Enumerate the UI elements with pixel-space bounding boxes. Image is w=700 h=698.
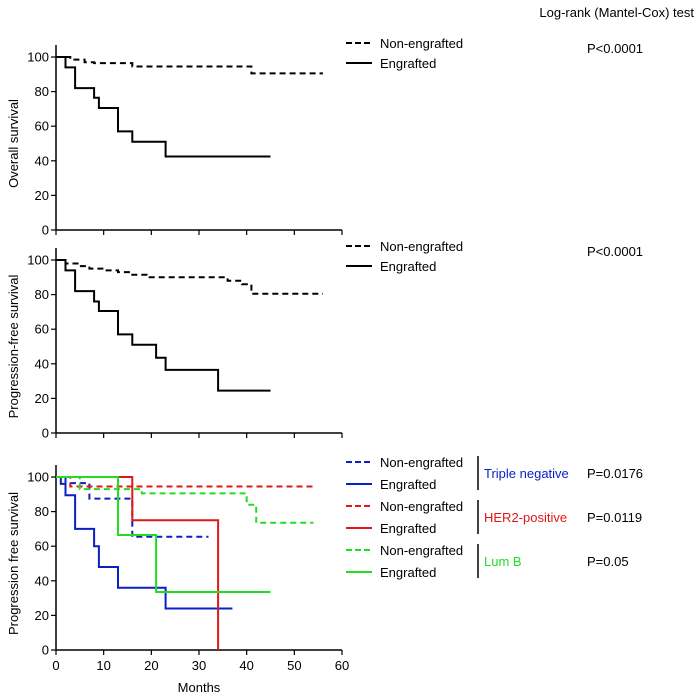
legend-label: Engrafted bbox=[380, 565, 436, 580]
y-axis-label: Overall survival bbox=[6, 99, 21, 188]
y-tick-label: 80 bbox=[35, 287, 49, 302]
group-label: HER2-positive bbox=[484, 510, 567, 525]
series-line-3 bbox=[56, 476, 314, 488]
y-tick-label: 0 bbox=[42, 426, 49, 441]
group-p-value: P=0.05 bbox=[587, 554, 629, 569]
y-axis-label: Progression-free survival bbox=[6, 275, 21, 419]
y-tick-label: 100 bbox=[27, 50, 49, 65]
legend-label: Non-engrafted bbox=[380, 239, 463, 254]
y-tick-label: 80 bbox=[35, 504, 49, 519]
y-tick-label: 20 bbox=[35, 391, 49, 406]
y-tick-label: 100 bbox=[27, 470, 49, 485]
group-label: Triple negative bbox=[484, 466, 569, 481]
x-axis-label: Months bbox=[178, 680, 221, 695]
legend-label: Engrafted bbox=[380, 521, 436, 536]
p-value: P<0.0001 bbox=[587, 244, 643, 259]
group-label: Lum B bbox=[484, 554, 522, 569]
y-tick-label: 60 bbox=[35, 119, 49, 134]
y-tick-label: 80 bbox=[35, 84, 49, 99]
series-line-4 bbox=[56, 476, 220, 650]
y-tick-label: 40 bbox=[35, 153, 49, 168]
x-tick-label: 20 bbox=[144, 658, 158, 673]
series-line-1 bbox=[56, 56, 323, 75]
y-tick-label: 20 bbox=[35, 608, 49, 623]
series-line-6 bbox=[56, 476, 271, 593]
x-tick-label: 0 bbox=[52, 658, 59, 673]
x-tick-label: 50 bbox=[287, 658, 301, 673]
test-header: Log-rank (Mantel-Cox) test bbox=[539, 5, 694, 20]
x-tick-label: 30 bbox=[192, 658, 206, 673]
series-line-5 bbox=[56, 476, 314, 524]
x-tick-label: 60 bbox=[335, 658, 349, 673]
legend-label: Engrafted bbox=[380, 477, 436, 492]
y-axis-label: Progression free survival bbox=[6, 492, 21, 635]
y-tick-label: 60 bbox=[35, 539, 49, 554]
group-p-value: P=0.0176 bbox=[587, 466, 643, 481]
series-line-1 bbox=[56, 476, 209, 538]
y-tick-label: 60 bbox=[35, 322, 49, 337]
legend-label: Non-engrafted bbox=[380, 499, 463, 514]
series-line-2 bbox=[56, 56, 271, 158]
legend-label: Engrafted bbox=[380, 56, 436, 71]
series-line-1 bbox=[56, 259, 323, 295]
p-value: P<0.0001 bbox=[587, 41, 643, 56]
series-line-2 bbox=[56, 259, 271, 392]
legend-label: Non-engrafted bbox=[380, 543, 463, 558]
legend-label: Non-engrafted bbox=[380, 36, 463, 51]
x-tick-label: 40 bbox=[239, 658, 253, 673]
y-tick-label: 100 bbox=[27, 253, 49, 268]
legend-label: Engrafted bbox=[380, 259, 436, 274]
panel-2: 0 20 40 60 80 100 Progression-free survival Non… bbox=[6, 239, 643, 441]
panel-3: 0 20 40 60 80 100 0 10 20 30 40 50 60 Progression fre… bbox=[6, 455, 643, 673]
y-tick-label: 0 bbox=[42, 223, 49, 238]
x-tick-label: 10 bbox=[96, 658, 110, 673]
y-tick-label: 40 bbox=[35, 356, 49, 371]
group-p-value: P=0.0119 bbox=[587, 510, 642, 525]
series-line-2 bbox=[56, 476, 233, 610]
legend-label: Non-engrafted bbox=[380, 455, 463, 470]
y-tick-label: 40 bbox=[35, 573, 49, 588]
y-tick-label: 0 bbox=[42, 643, 49, 658]
panel-1: 0 20 40 60 80 100 Overall survival Non-engrafte… bbox=[6, 36, 643, 238]
y-tick-label: 20 bbox=[35, 188, 49, 203]
